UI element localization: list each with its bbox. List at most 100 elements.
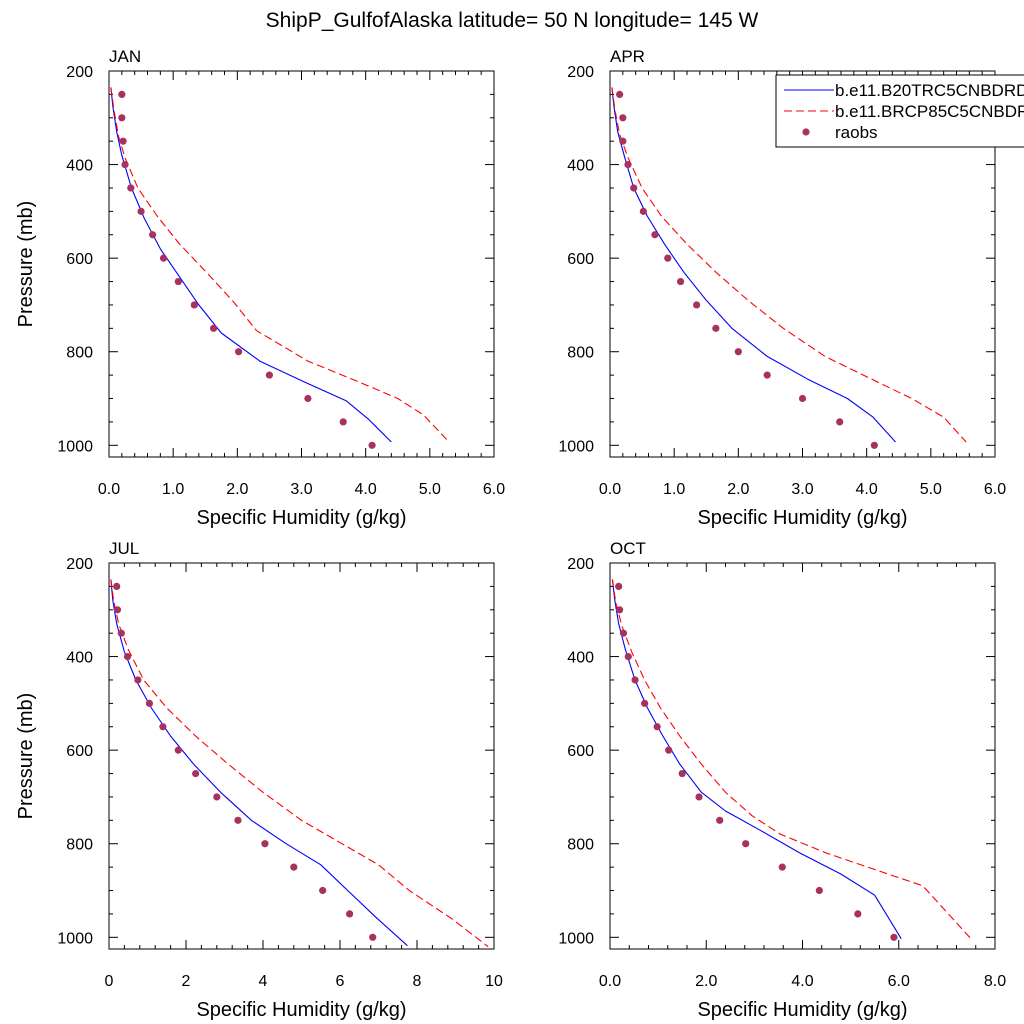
raobs-point: [678, 769, 686, 778]
raobs-point: [234, 816, 242, 824]
x-tick-label: 10: [485, 973, 503, 990]
x-axis-label: Specific Humidity (g/kg): [697, 507, 907, 529]
y-tick-label: 1000: [57, 438, 93, 455]
raobs-point: [619, 114, 627, 122]
raobs-point: [304, 394, 312, 403]
raobs-point: [119, 137, 127, 145]
raobs-point: [137, 207, 145, 215]
legend: b.e11.B20TRC5CNBDRD b.e11.BRCP85C5CNBDRD r…: [775, 74, 1024, 148]
x-tick-label: 2.0: [695, 973, 717, 990]
raobs-point: [174, 746, 182, 754]
series-raobs: [118, 90, 376, 449]
panel-apr: APR 0.0 1.0 2.0 3.0 4.0 5.0 6.0 200 400 600 800 1000…: [558, 47, 1006, 529]
x-tick-label: 3.0: [290, 481, 312, 498]
raobs-point: [630, 184, 638, 192]
raobs-point: [209, 324, 218, 332]
raobs-point: [123, 652, 132, 661]
x-tick-label: 6.0: [483, 481, 505, 498]
raobs-point: [695, 793, 703, 801]
raobs-point: [368, 441, 376, 449]
legend-label: b.e11.BRCP85C5CNBDRD: [835, 102, 1024, 121]
y-tick-label: 200: [567, 64, 594, 81]
x-tick-label: 6: [336, 973, 345, 990]
raobs-point: [624, 160, 632, 169]
raobs-point: [113, 582, 121, 590]
panel-title: APR: [610, 47, 645, 66]
figure-title: ShipP_GulfofAlaska latitude= 50 N longit…: [266, 9, 759, 32]
series-rcp85-line: [611, 579, 972, 940]
x-tick-label: 1.0: [663, 481, 685, 498]
y-tick-label: 400: [567, 650, 594, 667]
x-tick-label: 4: [259, 973, 268, 990]
y-tick-label: 1000: [57, 930, 93, 947]
raobs-point: [121, 160, 129, 169]
x-tick-label: 8: [413, 973, 422, 990]
y-tick-label: 400: [66, 158, 93, 175]
panel-oct: OCT 0.0 2.0 4.0 6.0 8.0 200 400 600 800 1000 Specif…: [558, 539, 1006, 1021]
x-tick-label: 0.0: [98, 481, 120, 498]
raobs-point: [159, 723, 167, 731]
raobs-point: [693, 301, 701, 309]
series-historical-line: [110, 579, 408, 947]
raobs-point: [616, 90, 624, 98]
x-axis-label: Specific Humidity (g/kg): [697, 999, 907, 1021]
raobs-point: [639, 207, 647, 215]
raobs-point: [870, 441, 878, 449]
plot-frame: [609, 562, 996, 950]
series-rcp85-line: [110, 87, 450, 443]
x-tick-label: 1.0: [162, 481, 184, 498]
raobs-point: [149, 231, 157, 239]
x-tick-label: 5.0: [419, 481, 441, 498]
panel-jan: JAN 0.0 1.0 2.0 3.0 4.0 5.0 6.0 200 400 600 800 1000…: [15, 47, 505, 529]
raobs-point: [369, 933, 377, 941]
raobs-point: [113, 606, 122, 614]
raobs-point: [117, 629, 125, 637]
x-tick-label: 0.0: [599, 973, 621, 990]
panel-title: JUL: [109, 539, 139, 558]
raobs-point: [619, 137, 627, 145]
raobs-point: [641, 699, 649, 707]
raobs-point: [213, 793, 221, 801]
raobs-point: [346, 910, 354, 918]
x-tick-label: 8.0: [984, 973, 1006, 990]
x-axis-label: Specific Humidity (g/kg): [196, 999, 406, 1021]
raobs-point: [159, 254, 168, 262]
raobs-point: [734, 348, 742, 356]
raobs-point: [763, 371, 771, 379]
y-tick-label: 200: [567, 556, 594, 573]
panel-title: OCT: [610, 539, 646, 558]
series-historical-line: [110, 87, 392, 443]
y-tick-label: 800: [567, 345, 594, 362]
raobs-point: [653, 723, 661, 731]
raobs-point: [290, 863, 298, 871]
raobs-point: [890, 933, 898, 941]
y-tick-label: 1000: [558, 930, 594, 947]
x-tick-label: 0.0: [599, 481, 621, 498]
raobs-point: [265, 371, 274, 379]
raobs-point: [798, 394, 807, 403]
x-tick-label: 4.0: [791, 973, 813, 990]
y-tick-label: 400: [66, 650, 93, 667]
panels: JAN 0.0 1.0 2.0 3.0 4.0 5.0 6.0 200 400 600 800 1000…: [15, 47, 1006, 1021]
legend-label: raobs: [835, 123, 878, 142]
raobs-point: [127, 184, 135, 192]
y-tick-label: 200: [66, 64, 93, 81]
y-axis-label: Pressure (mb): [15, 201, 37, 328]
raobs-point: [815, 886, 823, 895]
raobs-point: [665, 746, 673, 754]
y-axis-label: Pressure (mb): [15, 693, 37, 820]
raobs-point: [192, 769, 200, 778]
raobs-point: [836, 418, 844, 426]
x-tick-label: 2: [182, 973, 191, 990]
raobs-point: [664, 254, 672, 262]
y-tick-label: 600: [66, 251, 93, 268]
raobs-point: [854, 910, 862, 918]
legend-marker-raobs: [802, 128, 810, 136]
raobs-point: [716, 816, 724, 824]
panel-title: JAN: [109, 47, 141, 66]
raobs-point: [319, 886, 327, 895]
y-tick-label: 200: [66, 556, 93, 573]
raobs-point: [712, 324, 720, 332]
series-rcp85-line: [110, 579, 489, 948]
